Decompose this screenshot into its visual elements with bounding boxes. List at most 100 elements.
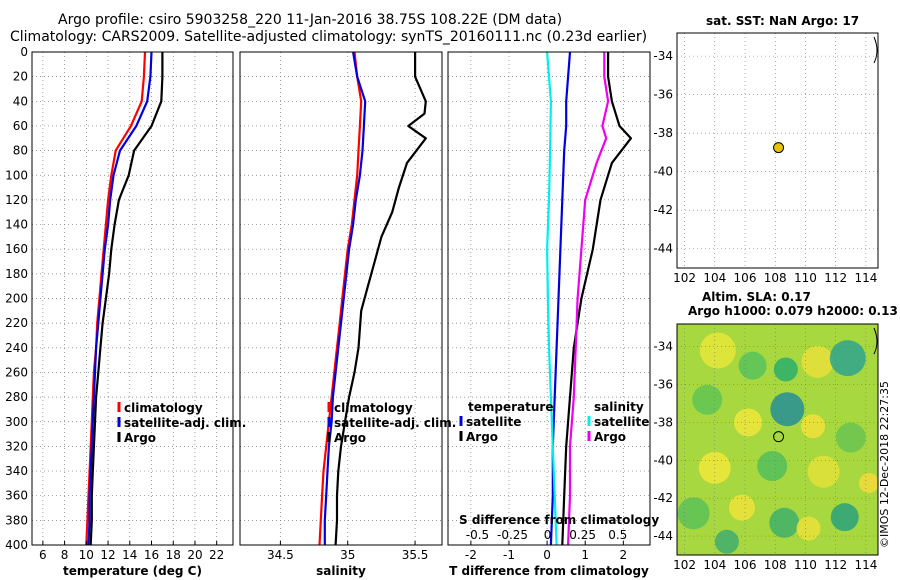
salinity-frame: [239, 51, 443, 546]
temperature-xtick-label-7: 20: [187, 548, 202, 562]
salinity-series-satellite-adj-clim-: [323, 51, 367, 545]
depth-tick-label-2: 40: [13, 94, 28, 108]
temperature-xlabel: temperature (deg C): [63, 564, 202, 578]
altimetry-map-title-line2: Argo h1000: 0.079 h2000: 0.13: [688, 304, 898, 318]
sla-map-sla-blob-19: [714, 529, 739, 554]
sla-map-sla-blob-10: [698, 451, 731, 484]
sla-map-sla-blob-9: [835, 422, 866, 453]
sla-map-sla-blob-12: [807, 455, 840, 488]
sst-map-xtick-label-1: 104: [703, 271, 726, 285]
temperature-xtick-label-4: 14: [122, 548, 137, 562]
sst-map-ytick-label-1: -36: [653, 88, 673, 102]
depth-tick-label-19: 380: [5, 513, 28, 527]
diff-top-tick-label-1: -0.25: [497, 528, 528, 542]
sal-legend-2-label: Argo: [334, 431, 366, 445]
difference-series-s-satellite: [545, 51, 558, 546]
sla-map-ytick-label-1: -36: [653, 378, 673, 392]
sst-map-coastline: [873, 36, 878, 64]
sla-map-frame: [676, 323, 879, 556]
credit-text: ©IMOS 12-Dec-2018 22:27:35: [878, 381, 891, 548]
sla-map-sla-blob-0: [699, 332, 736, 369]
difference-xtick-label-2: 0: [543, 548, 551, 562]
sal-legend-0-label: climatology: [334, 401, 413, 415]
depth-tick-label-10: 200: [5, 292, 28, 306]
sla-map-xtick-label-1: 104: [703, 558, 726, 572]
figure-title-line2: Climatology: CARS2009. Satellite-adjuste…: [10, 29, 648, 45]
temp-legend-2-label: Argo: [124, 431, 156, 445]
sla-map-ytick-label-5: -44: [653, 529, 673, 543]
sla-map-coastline: [873, 327, 878, 355]
depth-tick-label-5: 100: [5, 168, 28, 182]
depth-tick-label-15: 300: [5, 415, 28, 429]
sst-map-xtick-label-0: 102: [673, 271, 696, 285]
sst-map-argo-marker: [773, 142, 785, 154]
sst-map-xtick-label-2: 106: [734, 271, 757, 285]
sst-map-ytick-label-5: -44: [653, 242, 673, 256]
sla-map-ytick-label-3: -40: [653, 453, 673, 467]
depth-tick-label-3: 60: [13, 119, 28, 133]
depth-tick-label-16: 320: [5, 439, 28, 453]
sla-map-xtick-label-4: 110: [794, 558, 817, 572]
sst-map-ytick-label-0: -34: [653, 49, 673, 63]
diff-legend-sal-title: salinity: [594, 400, 644, 414]
sla-map-sla-blob-16: [796, 516, 821, 541]
sla-map-sla-blob-17: [830, 503, 859, 532]
depth-tick-label-20: 400: [5, 538, 28, 552]
sst-map-frame: [676, 32, 879, 269]
diff-top-tick-label-4: 0.5: [608, 528, 627, 542]
sst-map-xtick-label-5: 112: [824, 271, 847, 285]
sst-map-xtick-label-4: 110: [794, 271, 817, 285]
sst-map-ytick-label-4: -42: [653, 203, 673, 217]
depth-tick-label-9: 180: [5, 267, 28, 281]
sst-map-title: sat. SST: NaN Argo: 17: [706, 14, 860, 28]
sla-map-sla-blob-2: [773, 357, 798, 382]
depth-tick-label-12: 240: [5, 341, 28, 355]
salinity-xtick-label-2: 35.5: [402, 548, 429, 562]
figure-title-line1: Argo profile: csiro 5903258_220 11-Jan-2…: [58, 12, 563, 28]
sla-map-sla-blob-6: [770, 392, 805, 427]
sst-map-xtick-label-6: 114: [854, 271, 877, 285]
diff-legend-sal-argo-label: Argo: [594, 430, 626, 444]
temp-legend-0-label: climatology: [124, 401, 203, 415]
diff-legend-sal-sat-label: satellite: [594, 415, 649, 429]
diff-top-xlabel: S difference from climatology: [459, 513, 659, 527]
difference-frame: [447, 51, 651, 546]
sla-map-sla-blob-14: [728, 494, 755, 521]
temperature-xtick-label-3: 12: [100, 548, 115, 562]
difference-xtick-label-1: -1: [503, 548, 515, 562]
depth-tick-label-1: 20: [13, 70, 28, 84]
temperature-xtick-label-5: 16: [144, 548, 159, 562]
difference-xtick-label-0: -2: [465, 548, 477, 562]
sla-map-ytick-label-4: -42: [653, 491, 673, 505]
depth-tick-label-11: 220: [5, 316, 28, 330]
depth-tick-label-6: 120: [5, 193, 28, 207]
temperature-xtick-label-8: 22: [209, 548, 224, 562]
diff-top-tick-label-2: 0: [544, 528, 552, 542]
sla-map-xtick-label-2: 106: [734, 558, 757, 572]
sla-map-xtick-label-3: 108: [764, 558, 787, 572]
salinity-series-climatology: [318, 51, 363, 546]
sla-map-sla-blob-1: [738, 351, 767, 380]
difference-xtick-label-4: 2: [620, 548, 628, 562]
temperature-xtick-label-2: 10: [79, 548, 94, 562]
sla-map-argo-marker: [773, 431, 785, 443]
difference-series-s-argo: [567, 52, 610, 546]
depth-tick-label-14: 280: [5, 390, 28, 404]
sla-map-sla-blob-7: [734, 408, 763, 437]
sla-map-sla-blob-15: [769, 507, 800, 538]
sla-map-xtick-label-6: 114: [854, 558, 877, 572]
depth-tick-label-17: 340: [5, 464, 28, 478]
depth-tick-label-18: 360: [5, 489, 28, 503]
sla-map-sla-blob-3: [801, 345, 834, 378]
temperature-xtick-label-0: 6: [39, 548, 47, 562]
altimetry-map-title-line1: Altim. SLA: 0.17: [702, 290, 811, 304]
sla-map-sla-blob-13: [677, 497, 710, 530]
sla-map-xtick-label-5: 112: [824, 558, 847, 572]
difference-xlabel: T difference from climatology: [449, 564, 649, 578]
sst-map-ytick-label-3: -40: [653, 165, 673, 179]
sla-map-sla-blob-5: [692, 384, 723, 415]
salinity-xtick-label-0: 34.5: [267, 548, 294, 562]
sla-map-ytick-label-2: -38: [653, 415, 673, 429]
sla-map-ytick-label-0: -34: [653, 340, 673, 354]
